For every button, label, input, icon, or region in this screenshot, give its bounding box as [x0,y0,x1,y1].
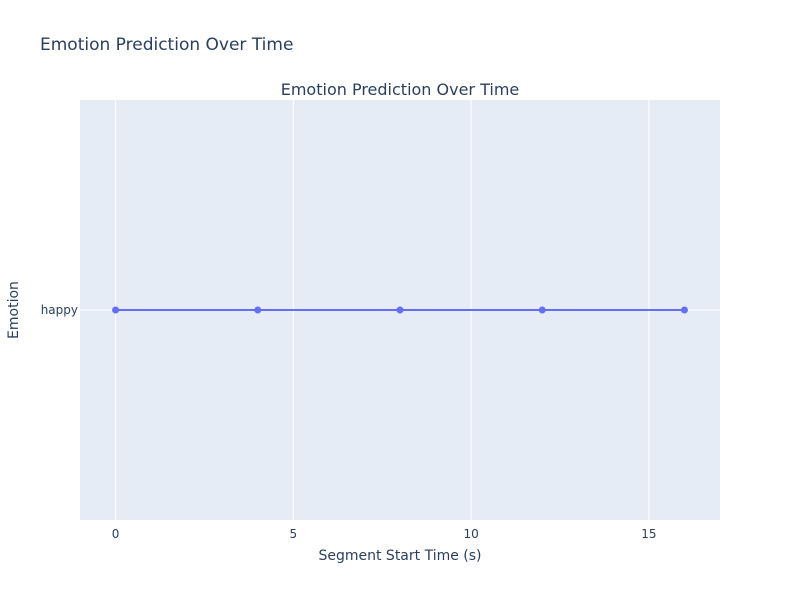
x-tick-label: 5 [290,527,298,541]
x-tick-labels: 0 5 10 15 [112,527,657,541]
y-tick-labels: happy [41,303,78,317]
data-point[interactable] [680,306,688,314]
x-tick-label: 0 [112,527,120,541]
data-point[interactable] [112,306,120,314]
y-tick-label: happy [41,303,78,317]
x-tick-label: 15 [641,527,656,541]
chart-title: Emotion Prediction Over Time [281,80,520,99]
data-point[interactable] [254,306,262,314]
x-tick-label: 10 [463,527,478,541]
data-point[interactable] [396,306,404,314]
y-axis-title: Emotion [6,281,22,339]
data-point[interactable] [538,306,546,314]
figure-title: Emotion Prediction Over Time [40,35,293,55]
points-layer [112,306,688,314]
x-axis-title: Segment Start Time (s) [318,548,481,564]
